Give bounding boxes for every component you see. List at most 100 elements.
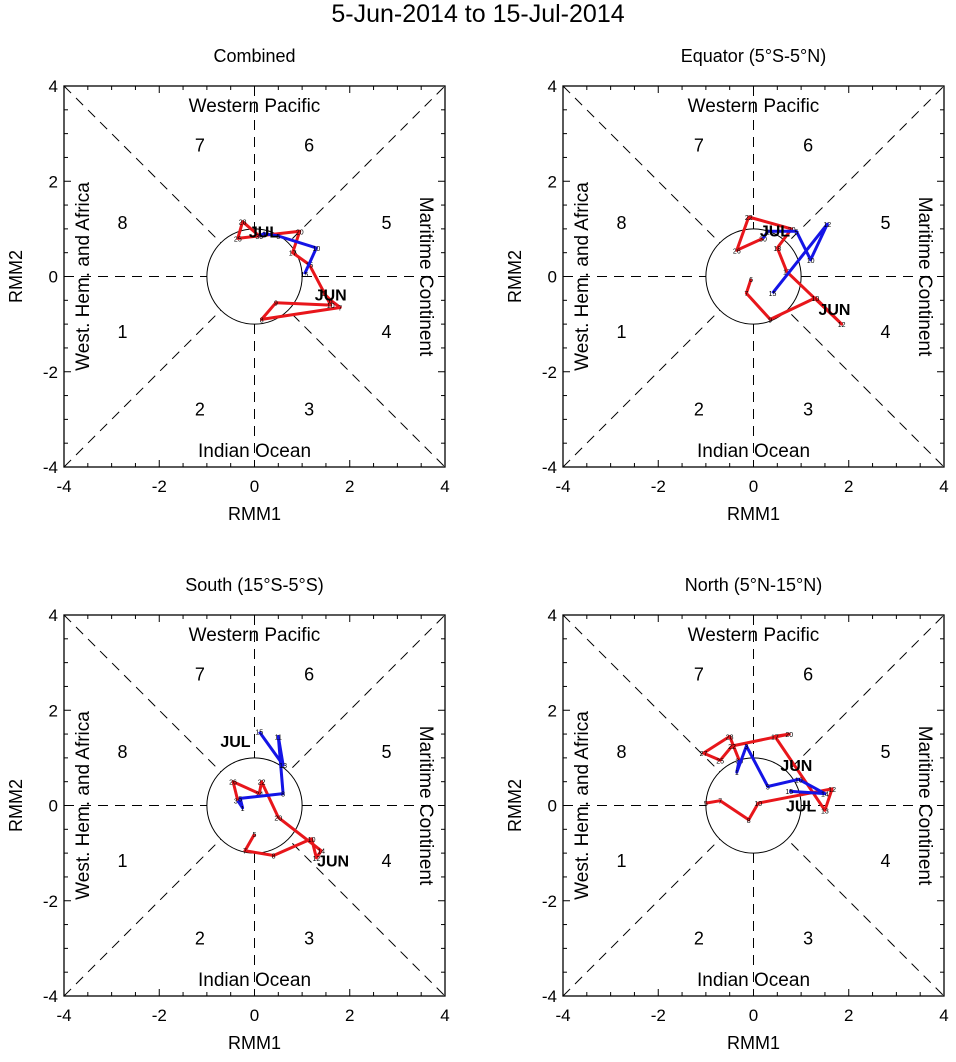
day-label: 11 [275,734,282,741]
phase-number-label: 6 [304,665,314,685]
day-label: 12 [823,222,831,229]
day-label: 8 [281,792,285,799]
unit-circle [705,228,802,325]
day-label: 10 [812,296,820,303]
day-label: 12 [313,856,321,863]
x-tick-label: 4 [440,477,449,496]
day-label: 5 [766,784,770,791]
phase-number-label: 6 [803,665,813,685]
x-tick-label: 2 [844,477,853,496]
trajectory-line-jun [702,732,834,822]
panel-title: Equator (5°S-5°N) [681,46,826,66]
trajectory-line-jun [231,780,323,860]
day-label: 10 [313,246,321,253]
phase-number-label: 4 [381,851,391,871]
x-tick-label: -4 [56,477,71,496]
month-label-jun: JUN [315,288,347,305]
region-label-top: Western Pacific [189,96,321,117]
month-label-jun: JUN [780,758,812,775]
phase-number-label: 1 [117,851,127,871]
phase-number-label: 5 [381,213,391,233]
day-label: 6 [749,277,753,284]
day-label: 1 [766,229,770,236]
day-label: 12 [828,787,836,794]
x-tick-label: 4 [939,1006,948,1025]
phase-number-label: 3 [803,928,813,948]
month-label-jul: JUL [760,223,790,240]
day-label: 10 [795,777,803,784]
x-axis-label: RMM1 [727,1033,780,1053]
phase-number-label: 5 [381,742,391,762]
phase-number-label: 3 [304,399,314,419]
y-axis-label: RMM2 [505,250,525,303]
y-axis-label: RMM2 [6,250,26,303]
y-tick-label: -4 [542,987,557,1006]
phase-number-label: 7 [694,136,704,156]
phase-number-label: 1 [117,322,127,342]
x-tick-label: 2 [345,477,354,496]
day-label: 17 [771,734,779,741]
day-label: 5 [704,801,708,808]
phase-number-label: 8 [616,742,626,762]
figure-title: 5-Jun-2014 to 15-Jul-2014 [331,0,624,28]
y-tick-label: 4 [49,606,58,625]
trajectory-line-jul [236,730,285,810]
region-label-top: Western Pacific [189,625,321,646]
y-tick-label: 2 [548,172,557,191]
y-axis-label: RMM2 [505,779,525,832]
panel-title: South (15°S-5°S) [185,575,323,595]
x-tick-label: 4 [939,477,948,496]
day-label: 12 [838,322,846,329]
x-tick-label: -2 [651,1006,666,1025]
day-label: 10 [308,837,316,844]
day-label: 5 [238,796,242,803]
y-tick-label: 2 [548,701,557,720]
day-label: 9 [274,301,278,308]
y-tick-label: 2 [49,701,58,720]
panel-title: Combined [213,46,295,66]
y-tick-label: 0 [49,797,58,816]
day-label: 13 [279,763,287,770]
phase-number-label: 2 [694,928,704,948]
trajectory-line-jul [761,222,829,295]
phase-number-label: 3 [803,399,813,419]
trajectory-line-jun [236,220,342,321]
day-label: 1 [735,770,739,777]
y-tick-label: 4 [49,77,58,96]
phase-number-label: 2 [195,399,205,419]
phase-divider-line [562,85,945,468]
phase-number-label: 3 [304,928,314,948]
y-tick-label: 0 [548,268,557,287]
region-label-top: Western Pacific [688,625,820,646]
y-tick-label: 4 [548,606,557,625]
phase-divider-line [562,614,945,997]
month-label-jul: JUL [220,734,250,751]
x-tick-label: -2 [152,477,167,496]
y-tick-label: -2 [542,363,557,382]
day-label: 8 [272,854,276,861]
region-label-bottom: Indian Ocean [198,970,311,991]
region-label-right: Maritime Continent [914,197,935,357]
day-label: 3 [744,744,748,751]
region-label-right: Maritime Continent [415,197,436,357]
day-label: 28 [726,734,734,741]
day-label: 9 [768,317,772,324]
month-label-jun: JUN [818,302,850,319]
phase-number-label: 1 [616,851,626,871]
day-label: 15 [255,730,263,737]
y-tick-label: 4 [548,77,557,96]
region-label-bottom: Indian Ocean [697,441,810,462]
day-label: 8 [747,818,751,825]
x-tick-label: 0 [250,1006,259,1025]
day-label: 15 [301,272,309,279]
phase-divider-line [562,85,945,468]
phase-diagram-panel: South (15°S-5°S) -4 -2 0 2 4 -4 -2 0 2 4 RMM1 RMM2 We… [6,575,450,1053]
day-label: 26 [229,780,237,787]
day-label: 17 [289,251,297,258]
phase-divider-line [63,85,446,468]
phase-divider-line [63,614,446,997]
day-label: 10 [754,801,762,808]
y-tick-label: 0 [548,797,557,816]
